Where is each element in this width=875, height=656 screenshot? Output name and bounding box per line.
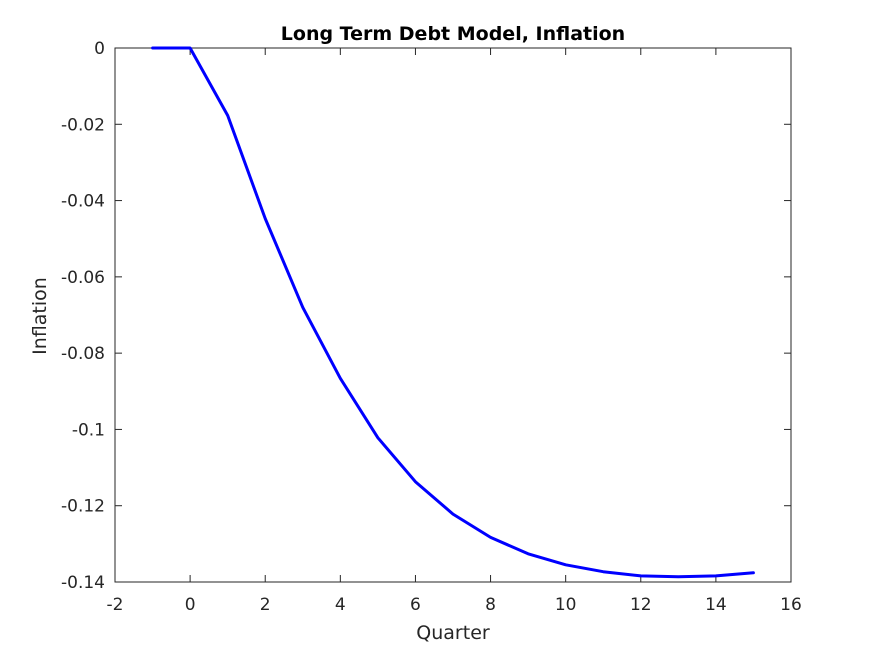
x-tick-label: 10 <box>555 595 577 615</box>
x-tick-label: 8 <box>485 595 496 615</box>
x-tick-label: 14 <box>705 595 727 615</box>
y-tick-label: -0.12 <box>61 497 105 517</box>
plot-area: -2 0 2 4 6 8 10 12 14 16 0 -0.02 -0.04 -0.06 -0.08 -0.1… <box>61 39 802 615</box>
y-tick-label: -0.02 <box>61 115 105 135</box>
y-tick-label: 0 <box>94 39 105 59</box>
x-tick-label: 16 <box>780 595 802 615</box>
x-axis-label: Quarter <box>416 622 490 644</box>
axes-box <box>114 47 792 583</box>
x-tick-label: 2 <box>260 595 271 615</box>
y-tick-label: -0.06 <box>61 268 105 288</box>
y-tick-label: -0.04 <box>61 192 105 212</box>
y-tick-label: -0.08 <box>61 344 105 364</box>
chart-title: Long Term Debt Model, Inflation <box>281 23 625 45</box>
x-tick-label: 0 <box>185 595 196 615</box>
inflation-series-line <box>151 46 755 579</box>
y-axis-label: Inflation <box>29 277 51 355</box>
x-tick-label: 6 <box>410 595 421 615</box>
x-tick-label: 4 <box>335 595 346 615</box>
y-tick-label: -0.1 <box>72 420 105 440</box>
y-tick-label: -0.14 <box>61 573 105 593</box>
x-tick-label: -2 <box>107 595 124 615</box>
x-tick-label: 12 <box>630 595 652 615</box>
